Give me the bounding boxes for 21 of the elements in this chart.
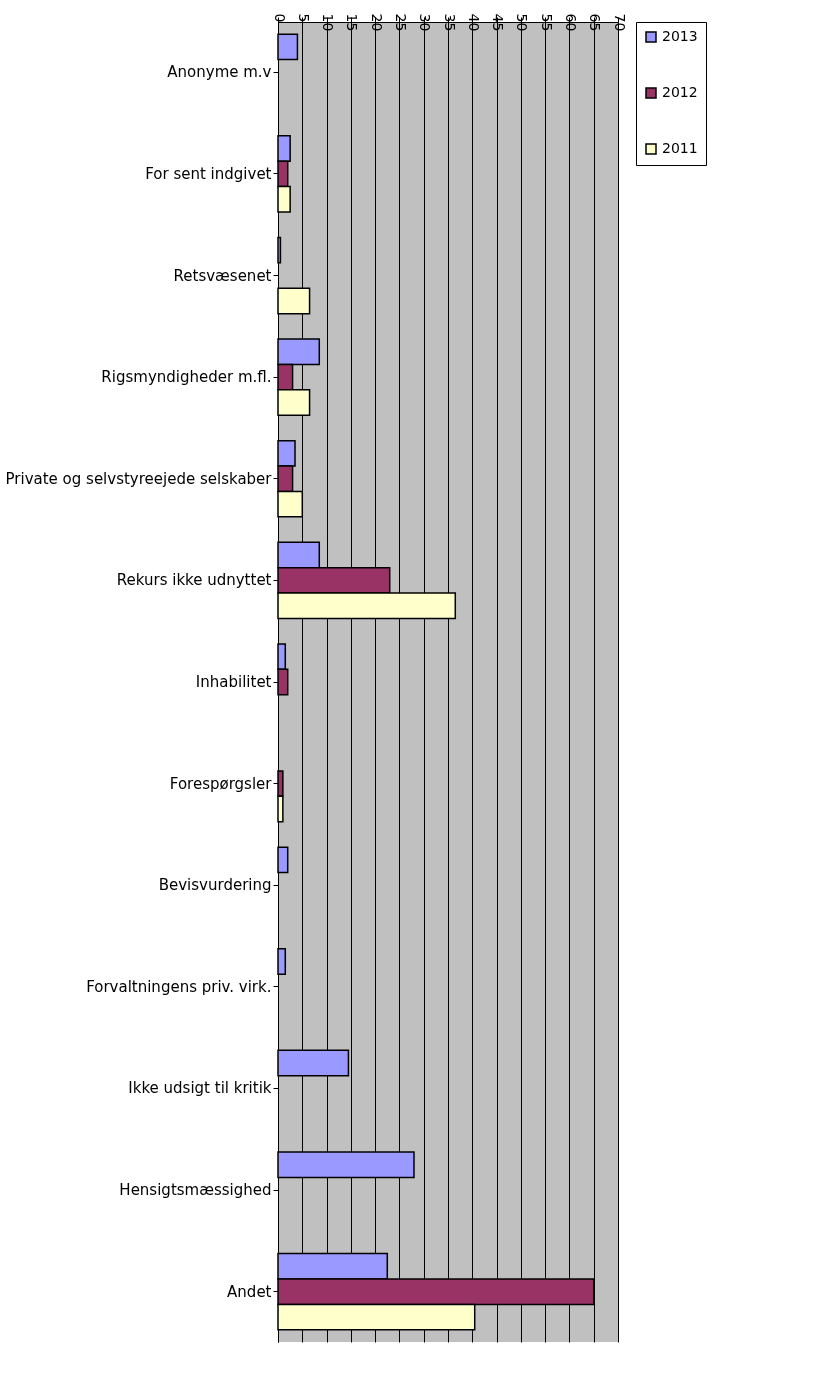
y-tick-label: Rigsmyndigheder m.fl.: [101, 368, 272, 387]
x-tick-label: 35: [441, 13, 458, 32]
y-tick-label: For sent indgivet: [145, 164, 272, 183]
legend-label: 2011: [662, 140, 698, 156]
x-tick-label: 5: [295, 13, 312, 23]
y-tick-label: Private og selvstyreejede selskaber: [5, 469, 273, 488]
x-tick-label: 0: [271, 13, 288, 23]
y-tick-label: Forvaltningens priv. virk.: [86, 977, 272, 996]
y-tick-label: Hensigtsmæssighed: [119, 1181, 272, 1200]
y-tick-label: Inhabilitet: [195, 673, 272, 691]
legend-label: 2013: [662, 28, 698, 44]
y-tick-label: Andet: [227, 1282, 272, 1301]
legend-label: 2012: [662, 84, 698, 100]
x-tick-label: 55: [538, 13, 555, 32]
y-tick-label: Forespørgsler: [169, 774, 273, 793]
y-tick-label: Rekurs ikke udnyttet: [116, 571, 272, 590]
y-tick-label: Ikke udsigt til kritik: [128, 1079, 272, 1098]
x-tick-label: 25: [392, 13, 409, 32]
y-tick-label: Retsvæsenet: [173, 266, 272, 285]
y-tick-label: Anonyme m.v: [167, 63, 272, 82]
y-tick-label: Bevisvurdering: [158, 876, 272, 895]
